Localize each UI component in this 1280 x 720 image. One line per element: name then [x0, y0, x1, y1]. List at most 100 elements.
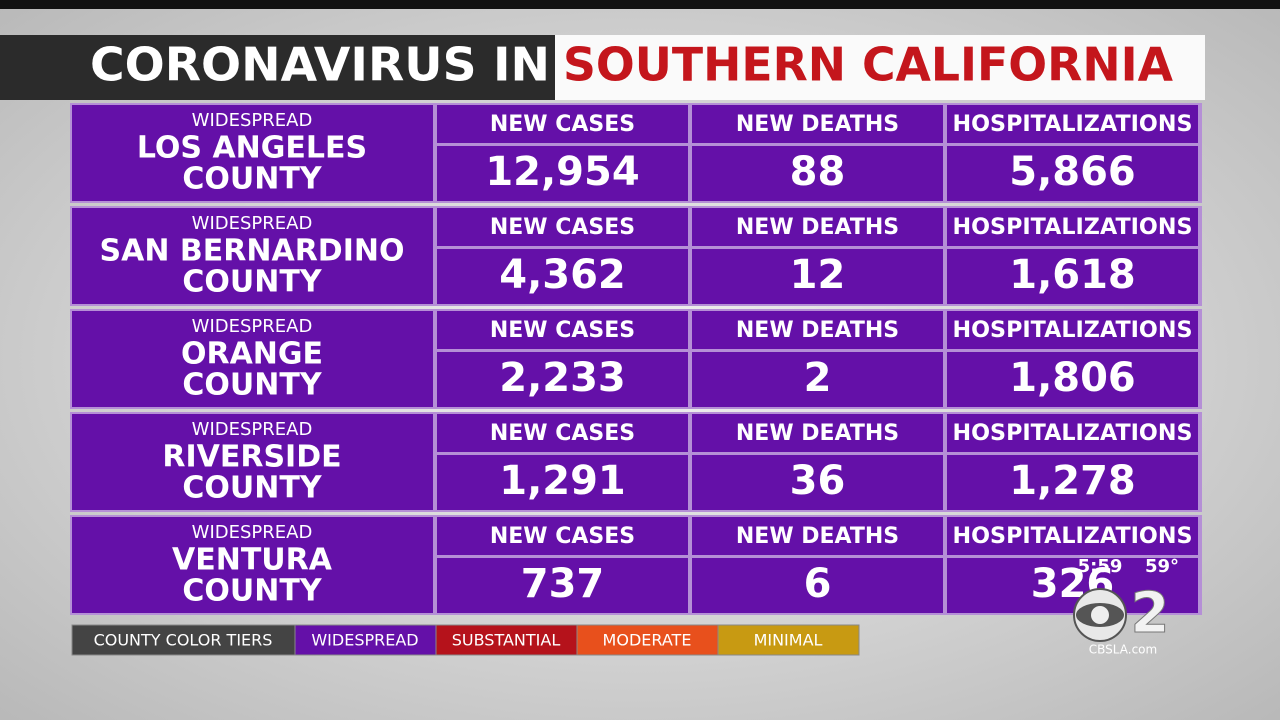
- tier: WIDESPREAD: [192, 419, 313, 440]
- value-cell: [692, 146, 943, 201]
- value-cell: [947, 146, 1198, 201]
- bug-time: 5:59: [1078, 556, 1123, 577]
- value-cell: [437, 558, 688, 613]
- county-name: VENTURA: [172, 543, 333, 578]
- tier: WIDESPREAD: [192, 522, 313, 543]
- value-cell: [947, 455, 1198, 510]
- value: 4,362: [499, 252, 626, 298]
- legend-tier: WIDESPREAD: [311, 631, 418, 650]
- column-label: HOSPITALIZATIONS: [953, 215, 1193, 240]
- column-label: HOSPITALIZATIONS: [953, 524, 1193, 549]
- column-label: HOSPITALIZATIONS: [953, 112, 1193, 137]
- value: 737: [521, 561, 605, 607]
- top-bar: [0, 0, 1280, 9]
- label-cell: [692, 311, 943, 349]
- legend-title-bg: [71, 624, 296, 656]
- county-name: SAN BERNARDINO: [100, 234, 405, 269]
- bug-temperature: 59°: [1145, 556, 1179, 577]
- county-cell: [72, 208, 433, 304]
- value: 6: [804, 561, 832, 607]
- value: 36: [790, 458, 846, 504]
- column-label: NEW DEATHS: [736, 112, 899, 137]
- column-label: HOSPITALIZATIONS: [953, 318, 1193, 343]
- station-bug: 5:59 59° 2 CBSLA.com: [1073, 556, 1179, 657]
- legend-title: COUNTY COLOR TIERS: [94, 631, 273, 650]
- tier: WIDESPREAD: [192, 316, 313, 337]
- county-cell: [72, 517, 433, 613]
- legend-swatch: [294, 624, 437, 656]
- label-cell: [437, 105, 688, 143]
- legend-swatch: [435, 624, 578, 656]
- value-cell: [692, 352, 943, 407]
- value: 1,806: [1009, 355, 1136, 401]
- bug-site: CBSLA.com: [1089, 643, 1157, 657]
- county-name: ORANGE: [181, 337, 323, 372]
- county-cell: [72, 414, 433, 510]
- label-cell: [692, 517, 943, 555]
- label-cell: [947, 105, 1198, 143]
- legend-tier: MINIMAL: [754, 631, 823, 650]
- value: 1,278: [1009, 458, 1136, 504]
- value-cell: [692, 558, 943, 613]
- value: 5,866: [1009, 149, 1136, 195]
- title-left: CORONAVIRUS IN: [90, 38, 550, 92]
- value: 12: [790, 252, 846, 298]
- label-cell: [437, 414, 688, 452]
- label-cell: [947, 517, 1198, 555]
- county-name: COUNTY: [182, 368, 322, 403]
- value-cell: [947, 249, 1198, 304]
- value-cell: [437, 352, 688, 407]
- column-label: HOSPITALIZATIONS: [953, 421, 1193, 446]
- value: 2,233: [499, 355, 626, 401]
- column-label: NEW DEATHS: [736, 524, 899, 549]
- column-label: NEW CASES: [490, 318, 635, 343]
- column-label: NEW CASES: [490, 524, 635, 549]
- county-cell: [72, 311, 433, 407]
- label-cell: [692, 208, 943, 246]
- label-cell: [692, 414, 943, 452]
- county-name: LOS ANGELES: [137, 131, 367, 166]
- label-cell: [692, 105, 943, 143]
- column-label: NEW CASES: [490, 112, 635, 137]
- title-left-bg: [0, 35, 555, 100]
- value-cell: [437, 146, 688, 201]
- value-cell: [692, 455, 943, 510]
- title-right-bg: [555, 35, 1205, 100]
- label-cell: [437, 208, 688, 246]
- value-cell: [692, 249, 943, 304]
- value: 2: [804, 355, 832, 401]
- county-name: COUNTY: [182, 574, 322, 609]
- value: 12,954: [485, 149, 639, 195]
- label-cell: [947, 414, 1198, 452]
- tier: WIDESPREAD: [192, 213, 313, 234]
- legend: COUNTY COLOR TIERS WIDESPREAD SUBSTANTIAL M…: [71, 624, 860, 656]
- value-cell: [437, 249, 688, 304]
- value: 1,291: [499, 458, 626, 504]
- county-name: COUNTY: [182, 471, 322, 506]
- column-label: NEW CASES: [490, 215, 635, 240]
- column-label: NEW DEATHS: [736, 318, 899, 343]
- column-label: NEW CASES: [490, 421, 635, 446]
- legend-tier: SUBSTANTIAL: [452, 631, 561, 650]
- label-cell: [437, 517, 688, 555]
- value-cell: [947, 352, 1198, 407]
- county-cell: [72, 105, 433, 201]
- value-cell: [947, 558, 1198, 613]
- tier: WIDESPREAD: [192, 110, 313, 131]
- label-cell: [947, 311, 1198, 349]
- column-label: NEW DEATHS: [736, 421, 899, 446]
- value-cell: [437, 455, 688, 510]
- cbs-pupil: [1091, 606, 1109, 624]
- value: 1,618: [1009, 252, 1136, 298]
- label-cell: [437, 311, 688, 349]
- label-cell: [947, 208, 1198, 246]
- county-name: COUNTY: [182, 265, 322, 300]
- value: 88: [790, 149, 846, 195]
- bug-channel: 2: [1131, 581, 1170, 646]
- column-label: NEW DEATHS: [736, 215, 899, 240]
- county-name: RIVERSIDE: [162, 440, 341, 475]
- county-name: COUNTY: [182, 162, 322, 197]
